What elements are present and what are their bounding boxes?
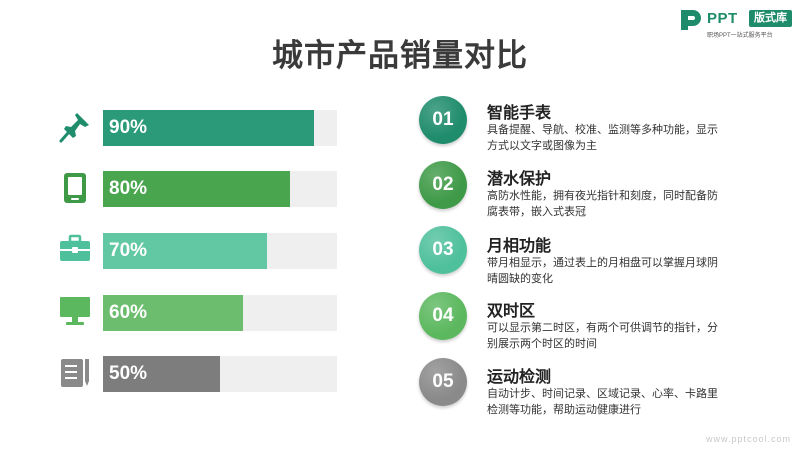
pushpin-icon	[59, 113, 89, 143]
brand-logo: PPT 版式库 职场PPT一站式服务平台	[679, 8, 794, 42]
number-badge: 01	[419, 96, 467, 144]
bar-1: 90%	[103, 110, 314, 146]
logo-subtitle: 职场PPT一站式服务平台	[707, 33, 773, 39]
notepad-pencil-icon	[61, 359, 89, 387]
bar-3: 70%	[103, 233, 267, 269]
bar-track: 90%	[103, 110, 337, 146]
bar-4: 60%	[103, 295, 243, 331]
monitor-icon	[60, 297, 90, 325]
number-badge: 04	[419, 292, 467, 340]
number-badge: 02	[419, 161, 467, 209]
bar-value-label: 70%	[109, 240, 148, 261]
bar-2: 80%	[103, 171, 290, 207]
feature-title: 月相功能	[487, 238, 552, 255]
number-badge: 05	[419, 358, 467, 406]
bar-track: 60%	[103, 295, 337, 331]
bar-5: 50%	[103, 356, 220, 392]
feature-description: 高防水性能，拥有夜光指针和刻度，同时配备防腐表带，嵌入式表冠	[487, 190, 718, 218]
feature-description: 自动计步、时间记录、区域记录、心率、卡路里检测等功能，帮助运动健康进行	[487, 388, 718, 416]
bar-track: 70%	[103, 233, 337, 269]
bar-value-label: 50%	[109, 363, 148, 384]
bar-value-label: 60%	[109, 302, 148, 323]
logo-brand-text: PPT	[707, 10, 738, 27]
feature-title: 潜水保护	[487, 171, 552, 188]
feature-title: 智能手表	[487, 105, 552, 122]
bar-value-label: 90%	[109, 117, 148, 138]
feature-description: 具备提醒、导航、校准、监测等多种功能，显示方式以文字或图像为主	[487, 124, 718, 152]
feature-title: 运动检测	[487, 369, 552, 386]
number-badge: 03	[419, 226, 467, 274]
bar-track: 80%	[103, 171, 337, 207]
logo-badge: 版式库	[749, 10, 792, 27]
logo-mark-icon	[681, 10, 701, 30]
briefcase-icon	[60, 234, 90, 261]
page-title: 城市产品销量对比	[272, 38, 528, 73]
bar-track: 50%	[103, 356, 337, 392]
feature-description: 带月相显示，通过表上的月相盘可以掌握月球阴晴圆缺的变化	[487, 257, 718, 285]
watermark: www.pptcool.com	[706, 434, 792, 444]
feature-description: 可以显示第二时区，有两个可供调节的指针，分别展示两个时区的时间	[487, 322, 718, 350]
bar-value-label: 80%	[109, 178, 148, 199]
tablet-icon	[64, 173, 86, 203]
feature-title: 双时区	[487, 303, 536, 320]
